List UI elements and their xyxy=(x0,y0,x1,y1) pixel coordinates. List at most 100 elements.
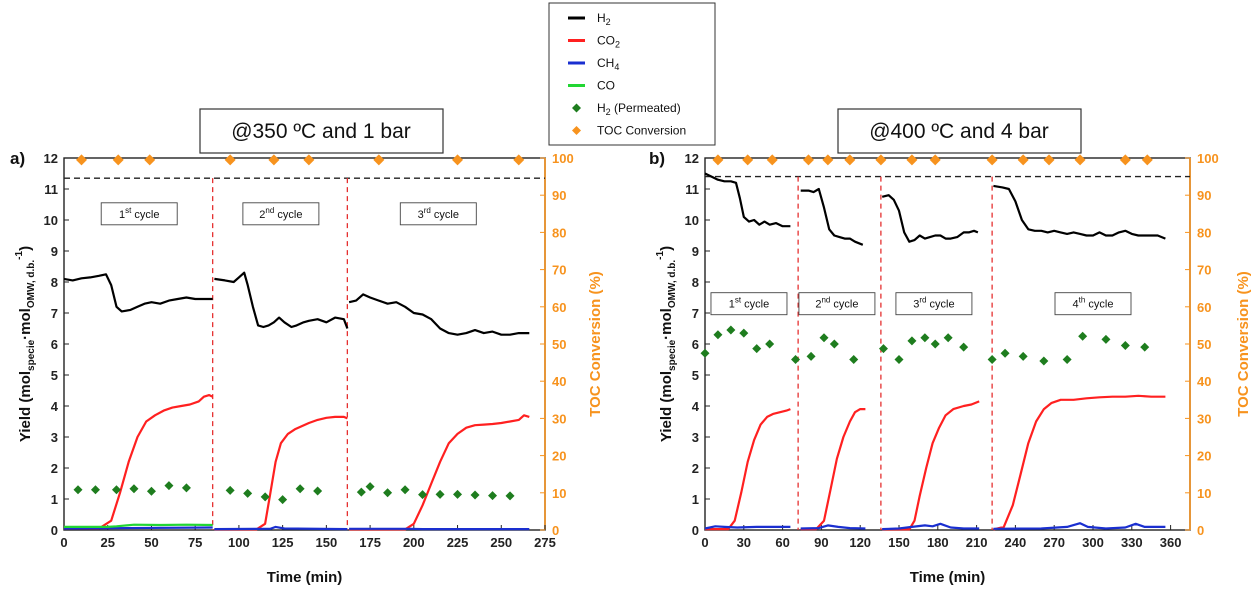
y-tick-label: 11 xyxy=(44,182,58,197)
series-h2-permeated-marker xyxy=(920,333,930,343)
legend-items: H2 CO2 CH4 CO H2 (Permeated) TOC Conversion xyxy=(568,11,686,138)
series-h2-permeated-marker xyxy=(435,489,445,499)
y-tick-label: 2 xyxy=(51,461,58,476)
legend: H2 CO2 CH4 CO H2 (Permeated) TOC Conversion xyxy=(548,2,716,146)
cycle-label-box xyxy=(399,202,477,226)
series-h2-line xyxy=(881,194,979,243)
y-tick-label: 12 xyxy=(685,151,699,166)
series-co2-line xyxy=(64,394,214,530)
series-co2-line xyxy=(882,400,980,531)
y-tick-label: 3 xyxy=(51,430,58,445)
legend-swatch-h2p xyxy=(572,103,581,113)
y-tick-label: 7 xyxy=(51,306,58,321)
series-h2-permeated-marker xyxy=(243,488,253,498)
x-tick-label: 150 xyxy=(888,535,910,550)
series-toc-conversion-marker xyxy=(822,154,834,166)
series-h2-line xyxy=(993,184,1166,240)
series-co2-line xyxy=(800,408,866,531)
series-toc-conversion-marker xyxy=(268,154,280,166)
series-h2-permeated-marker xyxy=(1078,331,1088,341)
series-ch4-line xyxy=(214,525,348,531)
series-h2-permeated-marker xyxy=(1018,351,1028,361)
series-h2-permeated-marker xyxy=(278,495,288,505)
y-right-tick-label: 20 xyxy=(1197,449,1211,464)
series-h2-permeated-marker xyxy=(959,342,969,352)
series-h2-line xyxy=(63,273,213,313)
panel-title: @400 ºC and 4 bar xyxy=(869,120,1049,143)
series-h2-permeated-marker xyxy=(1101,334,1111,344)
x-tick-label: 175 xyxy=(359,535,381,550)
title-box xyxy=(199,108,444,154)
x-tick-label: 225 xyxy=(447,535,469,550)
series-co2-line xyxy=(705,408,791,531)
x-tick-label: 360 xyxy=(1160,535,1182,550)
series-toc-conversion-marker xyxy=(742,154,754,166)
y-tick-label: 10 xyxy=(685,213,699,228)
series-toc-conversion-marker xyxy=(1043,154,1055,166)
y-tick-label: 2 xyxy=(692,461,699,476)
x-axis-label: Time (min) xyxy=(910,569,986,586)
cycle-label: 2nd cycle xyxy=(815,296,858,311)
series-h2-permeated-marker xyxy=(90,485,100,495)
series-h2-permeated-marker xyxy=(943,333,953,343)
x-tick-label: 0 xyxy=(701,535,708,550)
series-h2-permeated-marker xyxy=(894,355,904,364)
x-tick-label: 25 xyxy=(100,535,114,550)
x-tick-label: 0 xyxy=(60,535,67,550)
panel-label: b) xyxy=(649,149,665,168)
y-tick-label: 8 xyxy=(692,275,699,290)
y-axis-label: Yield (molspecie·molOMW, d.b.-1) xyxy=(14,246,37,442)
series-h2-permeated-marker xyxy=(907,336,917,346)
legend-label-h2: H2 xyxy=(597,11,611,27)
series-h2-permeated-marker xyxy=(1062,355,1072,364)
series-toc-conversion-marker xyxy=(844,154,856,166)
x-tick-label: 270 xyxy=(1043,535,1065,550)
series-toc-conversion-marker xyxy=(766,154,778,166)
y-tick-label: 7 xyxy=(692,306,699,321)
series-ch4-line xyxy=(800,524,866,530)
y-tick-label: 5 xyxy=(51,368,58,383)
series-co2-line xyxy=(993,394,1166,531)
series-h2-permeated-marker xyxy=(878,344,888,354)
y-tick-label: 5 xyxy=(692,368,699,383)
y-right-tick-label: 0 xyxy=(1197,523,1204,538)
series-h2-permeated-marker xyxy=(383,488,393,498)
series-h2-permeated-marker xyxy=(1000,348,1010,358)
x-tick-label: 50 xyxy=(144,535,158,550)
series-co2-line xyxy=(214,415,348,531)
series-h2-line xyxy=(348,293,530,336)
y-tick-label: 3 xyxy=(692,430,699,445)
y-right-tick-label: 60 xyxy=(552,300,566,315)
x-tick-label: 90 xyxy=(814,535,828,550)
y-right-tick-label: 80 xyxy=(552,225,566,240)
series-h2-permeated-marker xyxy=(752,344,762,354)
cycle-label-box xyxy=(1054,292,1132,316)
series-ch4-line xyxy=(704,525,791,530)
x-tick-label: 250 xyxy=(490,535,512,550)
x-tick-label: 300 xyxy=(1082,535,1104,550)
panel-b: @400 ºC and 4 bar b) 0 30 60 90 120 150 180 210… xyxy=(649,108,1252,586)
y-tick-label: 9 xyxy=(692,244,699,259)
x-tick-label: 150 xyxy=(316,535,338,550)
cycle-label: 2nd cycle xyxy=(259,206,302,221)
series-h2-permeated-marker xyxy=(488,491,498,501)
series-toc-conversion-marker xyxy=(1141,154,1153,166)
y-right-tick-label: 70 xyxy=(1197,263,1211,278)
y-right-tick-label: 70 xyxy=(552,263,566,278)
x-tick-label: 200 xyxy=(403,535,425,550)
series-h2-permeated-marker xyxy=(181,483,191,493)
series-h2-permeated-marker xyxy=(987,355,997,364)
series-h2-permeated-marker xyxy=(1120,341,1130,351)
series-h2-permeated-marker xyxy=(164,481,174,491)
series-h2-permeated-marker xyxy=(505,491,515,501)
y-right-tick-label: 50 xyxy=(552,337,566,352)
y-right-tick-label: 90 xyxy=(552,188,566,203)
plot-frame xyxy=(704,157,1191,531)
series-h2-permeated-marker xyxy=(1140,342,1150,352)
series-h2-permeated-marker xyxy=(1039,356,1049,366)
series-toc-conversion-marker xyxy=(929,154,941,166)
y-right-tick-label: 10 xyxy=(1197,486,1211,501)
series-h2-permeated-marker xyxy=(791,355,801,364)
y-right-tick-label: 100 xyxy=(1197,151,1219,166)
